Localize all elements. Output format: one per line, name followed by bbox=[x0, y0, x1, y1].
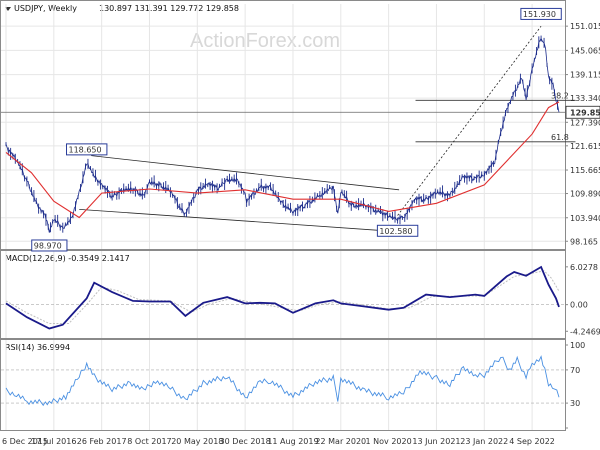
price-annotation-label: 118.650 bbox=[69, 145, 102, 154]
macd-panel-frame bbox=[0, 250, 566, 339]
x-tick-label: 1 Nov 2020 bbox=[366, 437, 412, 446]
macd-line bbox=[5, 265, 560, 330]
price-layer: 38.2 61.8 151.930 118.650 98.970 102.580 bbox=[1, 7, 576, 252]
price-y-tick-label: 145.065 bbox=[570, 46, 600, 55]
rsi-y-tick-label: 70 bbox=[570, 366, 580, 375]
fib-level-label: 38.2 bbox=[551, 91, 569, 100]
macd-y-tick-label: -4.2469 bbox=[570, 327, 600, 336]
price-y-tick-label: 151.015 bbox=[570, 22, 600, 31]
channel-upper-line bbox=[91, 155, 400, 191]
x-tick-label: 8 Oct 2017 bbox=[127, 437, 171, 446]
x-tick-label: 4 Sep 2022 bbox=[509, 437, 555, 446]
price-annotation-box bbox=[31, 239, 68, 252]
x-tick-label: 26 Feb 2017 bbox=[77, 437, 127, 446]
price-annotation-label: 98.970 bbox=[34, 241, 62, 250]
rsi-y-tick-label: 100 bbox=[570, 341, 585, 350]
price-annotation-label: 102.580 bbox=[379, 227, 412, 236]
rsi-title: RSI(14) 36.9994 bbox=[5, 343, 70, 352]
channel-lower-line bbox=[79, 208, 400, 233]
x-tick-label: 30 Dec 2018 bbox=[220, 437, 271, 446]
symbol-label: USDJPY, Weekly bbox=[14, 4, 77, 13]
price-panel-frame bbox=[0, 0, 566, 250]
price-y-tick-label: 115.665 bbox=[570, 166, 600, 175]
fib-level-label: 61.8 bbox=[551, 133, 569, 142]
current-price-label: 129.858 bbox=[570, 108, 600, 117]
rsi-panel-frame bbox=[0, 339, 566, 431]
ohlc-readout: 130.897 131.391 129.772 129.858 bbox=[99, 4, 239, 13]
price-annotation-box bbox=[376, 224, 419, 237]
macd-y-tick-label: 6.0278 bbox=[570, 263, 598, 272]
x-tick-label: 11 Aug 2019 bbox=[267, 437, 318, 446]
price-y-tick-label: 139.115 bbox=[570, 71, 600, 80]
price-series-line bbox=[5, 37, 560, 233]
chart-header: USDJPY, Weekly 130.897 131.391 129.772 1… bbox=[5, 4, 239, 13]
macd-signal-line bbox=[5, 270, 560, 324]
price-y-tick-label: 109.890 bbox=[570, 190, 600, 199]
watermark: ActionForex.com bbox=[190, 30, 340, 52]
macd-layer bbox=[1, 265, 565, 330]
trendline-dashed bbox=[397, 25, 542, 216]
price-y-tick-label: 121.615 bbox=[570, 142, 600, 151]
x-tick-label: 13 Jun 2021 bbox=[412, 437, 460, 446]
price-annotation-box bbox=[66, 143, 108, 156]
price-y-tick-label: 103.940 bbox=[570, 214, 600, 223]
rsi-y-tick-label: 30 bbox=[570, 399, 580, 408]
x-tick-label: 17 Jul 2016 bbox=[31, 437, 76, 446]
x-tick-label: 23 Jan 2022 bbox=[460, 437, 508, 446]
x-tick-label: 6 Dec 2015 bbox=[2, 437, 48, 446]
moving-average-line bbox=[5, 101, 560, 219]
price-y-tick-label: 127.390 bbox=[570, 118, 600, 127]
x-tick-label: 20 May 2018 bbox=[171, 437, 223, 446]
price-annotation-label: 151.930 bbox=[523, 10, 556, 19]
current-price-box bbox=[565, 105, 600, 119]
rsi-line bbox=[5, 355, 560, 407]
price-y-tick-label: 98.165 bbox=[570, 237, 598, 246]
price-y-tick-label: 133.340 bbox=[570, 94, 600, 103]
macd-title: MACD(12,26,9) -0.3549 2.1417 bbox=[5, 254, 130, 263]
price-annotation-box bbox=[520, 7, 562, 20]
macd-y-tick-label: 0.00 bbox=[570, 301, 588, 310]
rsi-layer bbox=[1, 355, 565, 407]
x-tick-label: 22 Mar 2020 bbox=[315, 437, 366, 446]
